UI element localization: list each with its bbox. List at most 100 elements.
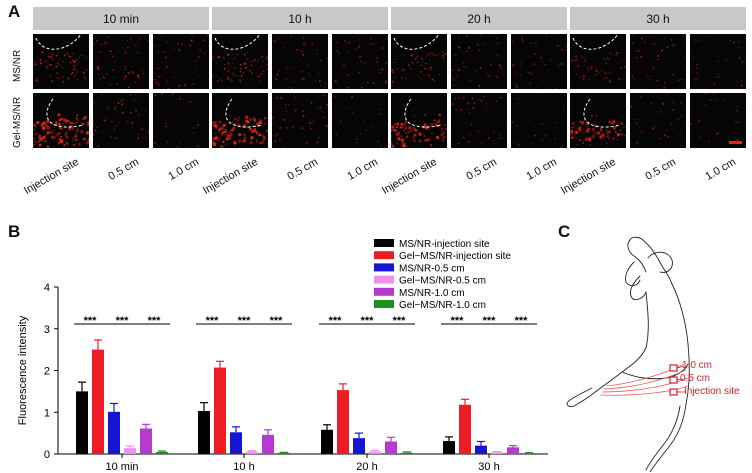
row-label: Gel-MS/NR [12, 96, 23, 148]
significance-stars: *** [361, 315, 375, 327]
mouse-hind-foot-outline [566, 387, 593, 407]
micrograph-tile [690, 34, 746, 89]
legend-label: Gel−MS/NR-0.5 cm [399, 276, 486, 287]
label-injection-site: Injection site [684, 386, 740, 397]
significance-stars: *** [270, 315, 284, 327]
micrograph-tile [153, 34, 209, 89]
micrograph-tile [212, 93, 268, 148]
mouse-front-paw-outline [625, 261, 641, 287]
mouse-ear-outline [647, 251, 673, 273]
micrograph-tile [391, 93, 447, 148]
significance-stars: *** [116, 315, 130, 327]
legend-label: MS/NR-1.0 cm [399, 288, 465, 299]
label-1-0cm: 1.0 cm [682, 360, 712, 371]
site-marker-1-0cm [669, 364, 678, 372]
site-marker-0-5cm [669, 376, 678, 384]
mouse-illustration: 1.0 cm 0.5 cm Injection site [566, 236, 740, 472]
scale-bar [729, 141, 742, 144]
significance-stars: *** [329, 315, 343, 327]
bar [507, 447, 519, 454]
time-header: 10 h [212, 7, 388, 30]
legend-label: MS/NR-injection site [399, 239, 490, 250]
bar [385, 441, 397, 454]
x-tick-label: 30 h [478, 461, 499, 473]
significance-stars: *** [393, 315, 407, 327]
significance-stars: *** [238, 315, 252, 327]
mouse-back-outline [671, 283, 690, 405]
micrograph-tile [570, 93, 626, 148]
legend-label: MS/NR-0.5 cm [399, 263, 465, 274]
mouse-tail-outline [645, 405, 681, 471]
bar [337, 390, 349, 454]
legend-swatch [374, 239, 394, 247]
bar [443, 441, 455, 454]
tissue-boundary-line [393, 34, 440, 50]
legend-swatch [374, 287, 394, 296]
bar [76, 391, 88, 454]
mouse-hind-leg-outline [573, 371, 623, 407]
micrograph-tile [391, 34, 447, 89]
micrograph-tile [451, 93, 507, 148]
tissue-boundary-line [404, 98, 442, 128]
significance-stars: *** [206, 315, 220, 327]
significance-stars: *** [148, 315, 162, 327]
mouse-head-outline [629, 236, 673, 285]
x-tick-label: 20 h [356, 461, 377, 473]
injection-region-streak [603, 369, 687, 390]
legend-label: Gel−MS/NR-1.0 cm [399, 300, 486, 311]
tissue-boundary-line [35, 34, 82, 50]
micrograph-tile [630, 93, 686, 148]
micrograph-tile [511, 93, 567, 148]
bar [523, 453, 535, 454]
significance-stars: *** [515, 315, 529, 327]
bar [401, 452, 413, 454]
bar [108, 411, 120, 454]
tissue-boundary-line [46, 98, 84, 128]
y-tick-label: 2 [44, 366, 50, 378]
micrograph-tile [272, 34, 328, 89]
injection-region-streak [601, 377, 689, 393]
legend-swatch [374, 251, 394, 260]
tissue-boundary-line [225, 98, 263, 128]
fluorescence-bar-chart: 0 1 2 3 4 Fluorescence intensity *** *** *** 10 m… [17, 239, 548, 473]
bar [321, 429, 333, 454]
y-tick-label: 4 [44, 282, 50, 294]
significance-stars: *** [483, 315, 497, 327]
legend-swatch [374, 275, 394, 284]
bar [92, 349, 104, 454]
x-tick-label: 10 min [105, 461, 138, 473]
bar [353, 438, 365, 454]
y-tick-label: 0 [44, 449, 50, 461]
mouse-tail-outline [649, 403, 687, 472]
legend-swatch [374, 300, 394, 308]
mouse-snout-outline [627, 239, 647, 273]
mouse-front-paw-outline [629, 275, 647, 301]
bar [230, 432, 242, 454]
tissue-boundary-line [214, 34, 261, 50]
bar [459, 404, 471, 454]
bar [491, 452, 503, 454]
bar [369, 451, 381, 454]
significance-stars: *** [84, 315, 98, 327]
micrograph-tile [33, 34, 89, 89]
bar [124, 448, 136, 454]
micrograph-tile [451, 34, 507, 89]
bar [140, 428, 152, 454]
micrograph-tile [93, 34, 149, 89]
micrograph-tile [570, 34, 626, 89]
micrograph-tile [630, 34, 686, 89]
bar [278, 452, 290, 454]
y-tick-label: 1 [44, 407, 50, 419]
tissue-boundary-line [572, 34, 619, 50]
mouse-belly-outline [621, 291, 649, 373]
time-header: 30 h [570, 7, 746, 30]
time-header: 10 min [33, 7, 209, 30]
panel-c-letter: C [558, 222, 571, 241]
bar [262, 434, 274, 454]
bar [198, 410, 210, 454]
micrograph-tile [33, 93, 89, 148]
micrograph-tile [212, 34, 268, 89]
micrograph-tile [690, 93, 746, 148]
panel-b-letter: B [8, 222, 21, 241]
micrograph-tile [511, 34, 567, 89]
